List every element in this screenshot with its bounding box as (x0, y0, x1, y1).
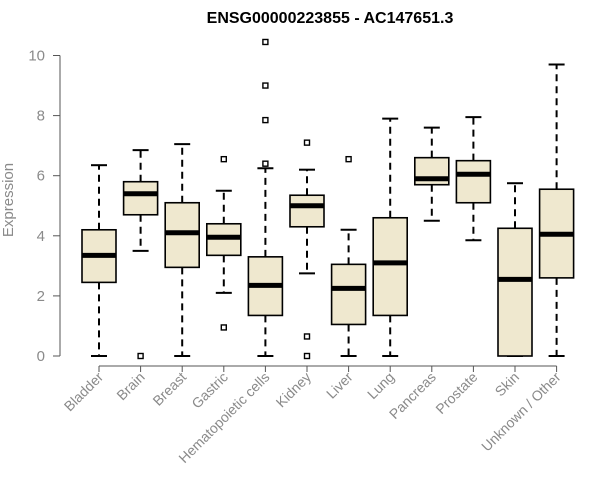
x-tick-label: Skin (492, 369, 523, 400)
box-iqr (497, 227, 533, 357)
box-iqr (122, 180, 159, 216)
x-tick-label: Kidney (273, 369, 315, 411)
x-tick-label: Bladder (61, 369, 107, 415)
x-tick-label: Brain (113, 369, 147, 403)
box-group (81, 164, 117, 357)
chart-title: ENSG00000223855 - AC147651.3 (207, 10, 454, 27)
y-tick-label: 0 (37, 348, 45, 365)
box-group (330, 155, 367, 357)
box-group (497, 182, 533, 357)
y-tick-label: 6 (37, 168, 45, 185)
y-axis-label: Expression (0, 163, 17, 237)
box-iqr (330, 263, 367, 326)
outlier-point (303, 139, 311, 146)
outlier-point (137, 352, 144, 360)
box-iqr (455, 159, 492, 204)
outlier-point (262, 38, 269, 46)
outlier-point (220, 155, 228, 163)
box-iqr (289, 194, 325, 228)
y-tick-label: 8 (37, 108, 45, 125)
y-tick-label: 2 (37, 288, 45, 305)
box-group (289, 139, 325, 360)
box-iqr (372, 216, 409, 317)
x-tick-label: Prostate (432, 369, 480, 417)
outlier-point (303, 352, 311, 360)
x-tick-label: Lung (364, 369, 397, 402)
outlier-point (262, 82, 269, 89)
box-group (247, 38, 284, 357)
outlier-point (262, 116, 269, 124)
box-group (372, 117, 409, 357)
y-tick-label: 4 (37, 228, 45, 245)
box-group (122, 149, 159, 360)
box-group (164, 143, 200, 357)
plot-area (81, 38, 575, 360)
outlier-point (220, 324, 228, 331)
box-group (455, 116, 492, 242)
y-axis: 0 2 4 6 8 10 (28, 48, 61, 365)
x-tick-label: Unknown / Other (478, 369, 564, 455)
y-tick-label: 10 (28, 48, 45, 65)
outlier-point (345, 155, 352, 163)
box-group (206, 155, 242, 331)
box-group (413, 126, 450, 222)
outlier-point (262, 160, 269, 167)
x-tick-label: Liver (323, 369, 356, 402)
outlier-point (303, 333, 311, 340)
x-tick-label: Breast (149, 369, 189, 409)
box-group (538, 63, 575, 357)
